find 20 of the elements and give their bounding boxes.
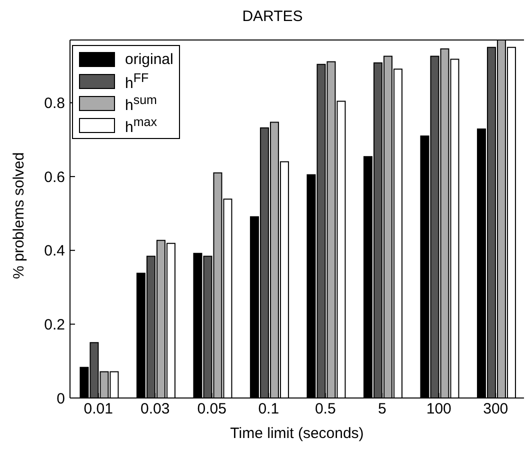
y-tick-label: 0.8 <box>44 95 65 112</box>
legend-label: original <box>125 50 174 68</box>
y-tick-label: 0 <box>56 390 65 408</box>
x-tick-label: 300 <box>483 400 508 418</box>
x-tick-label: 0.1 <box>258 400 280 418</box>
chart-title: DARTES <box>241 8 304 27</box>
y-tick-label: 0.4 <box>44 242 65 260</box>
legend-label: h$^{sum}$ <box>125 92 157 114</box>
legend-label: h$^{FF}$ <box>125 70 149 92</box>
x-tick-label: 0.01 <box>84 400 113 418</box>
x-tick-label: 100 <box>426 400 452 418</box>
x-tick-label: 0.5 <box>314 400 336 418</box>
x-axis-title: Time limit (seconds) <box>230 425 364 442</box>
y-axis-title: % problems solved <box>10 152 28 279</box>
y-tick-label: 0.6 <box>44 168 65 186</box>
legend-label: h$^{max}$ <box>125 114 157 136</box>
x-tick-label: 5 <box>378 400 386 418</box>
y-tick-label: 0.2 <box>44 316 65 334</box>
x-tick-label: 0.03 <box>140 400 170 418</box>
x-tick-label: 0.05 <box>197 400 226 418</box>
